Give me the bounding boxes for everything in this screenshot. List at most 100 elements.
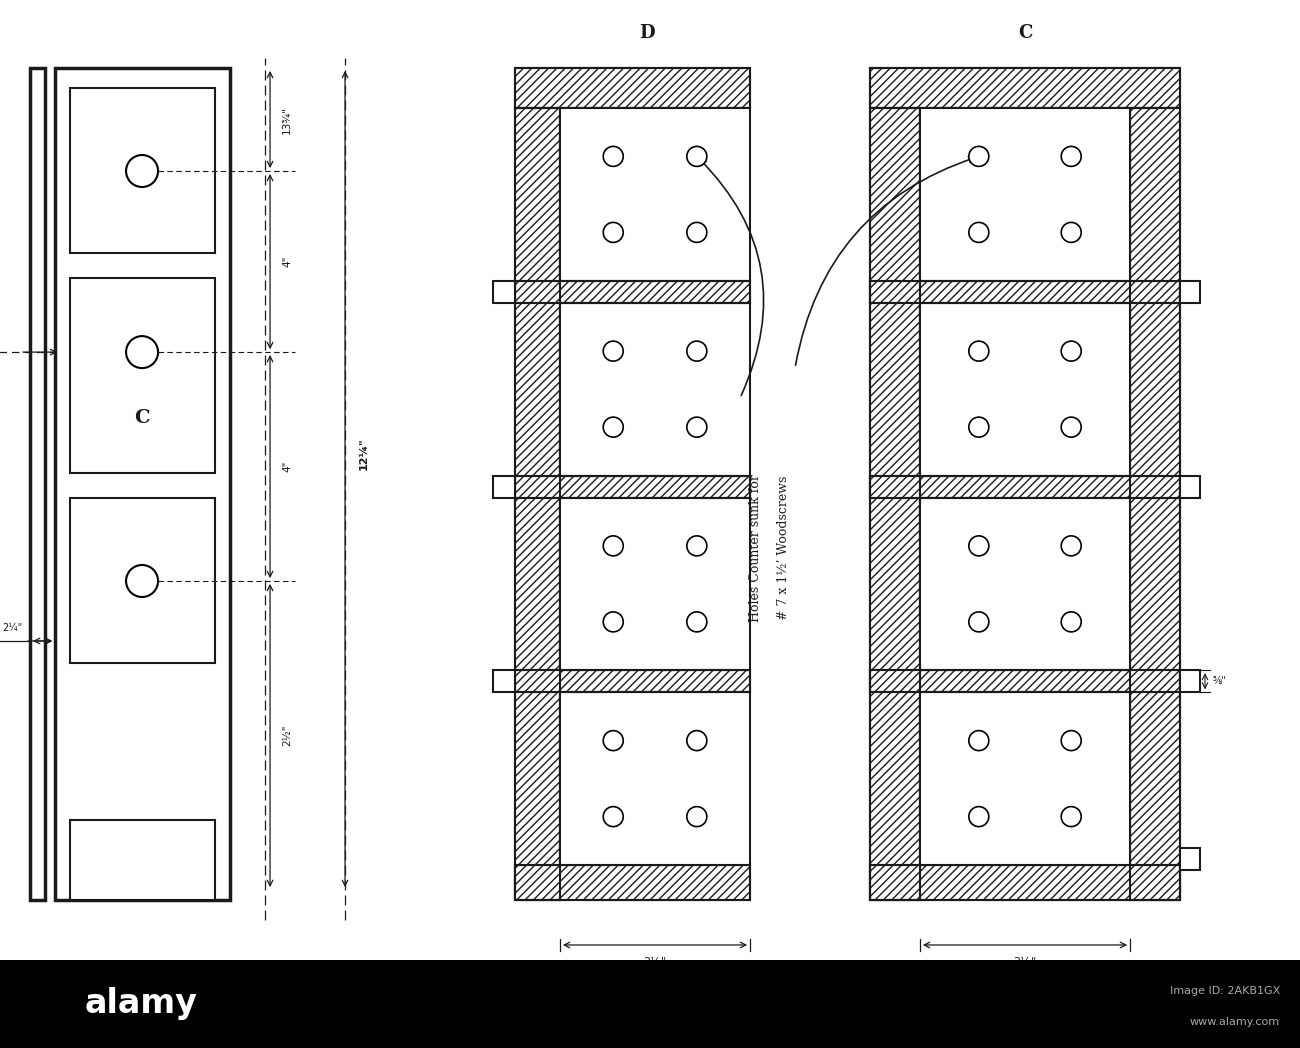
Bar xyxy=(560,303,750,476)
Circle shape xyxy=(686,536,707,555)
Bar xyxy=(1130,108,1180,900)
Bar xyxy=(515,865,750,900)
Text: 4": 4" xyxy=(282,461,293,473)
Bar xyxy=(55,68,230,900)
Text: 13¾": 13¾" xyxy=(282,106,293,133)
Text: Image ID: 2AKB1GX: Image ID: 2AKB1GX xyxy=(1170,986,1280,996)
Bar xyxy=(560,498,750,671)
Circle shape xyxy=(968,222,989,242)
Bar xyxy=(870,476,1180,498)
Circle shape xyxy=(1061,730,1082,750)
Circle shape xyxy=(968,536,989,555)
Circle shape xyxy=(686,612,707,632)
Bar xyxy=(870,281,1180,303)
Bar xyxy=(870,865,1180,900)
Text: alamy: alamy xyxy=(84,987,198,1021)
Circle shape xyxy=(603,147,623,167)
Bar xyxy=(515,281,750,303)
Bar xyxy=(870,671,1180,693)
Bar xyxy=(870,108,920,900)
Bar xyxy=(515,281,750,303)
Bar xyxy=(515,671,750,693)
Circle shape xyxy=(1061,147,1082,167)
Bar xyxy=(870,68,1180,108)
Text: 2¼": 2¼" xyxy=(1,623,22,633)
Circle shape xyxy=(603,222,623,242)
Bar xyxy=(1180,281,1200,303)
Bar xyxy=(1130,108,1180,900)
Circle shape xyxy=(1061,417,1082,437)
Circle shape xyxy=(603,612,623,632)
Bar xyxy=(515,476,750,498)
Circle shape xyxy=(1061,612,1082,632)
Bar xyxy=(870,671,1180,693)
Circle shape xyxy=(603,417,623,437)
Bar xyxy=(920,303,1130,476)
Circle shape xyxy=(686,807,707,827)
Text: 2½": 2½" xyxy=(644,957,667,967)
Text: 2½": 2½" xyxy=(282,725,293,746)
Circle shape xyxy=(968,342,989,362)
Circle shape xyxy=(1061,536,1082,555)
Bar xyxy=(560,108,750,281)
Bar xyxy=(1180,848,1200,870)
Circle shape xyxy=(968,417,989,437)
Circle shape xyxy=(603,730,623,750)
Bar xyxy=(515,68,750,108)
Bar xyxy=(70,820,214,900)
Text: www.alamy.com: www.alamy.com xyxy=(1190,1017,1280,1027)
Bar xyxy=(0,960,1300,1048)
Bar xyxy=(493,281,515,303)
Circle shape xyxy=(968,807,989,827)
Bar xyxy=(30,68,46,900)
Bar xyxy=(70,498,214,663)
Bar xyxy=(870,476,1180,498)
Circle shape xyxy=(968,730,989,750)
Text: Holes Counter sunk for: Holes Counter sunk for xyxy=(749,474,762,621)
Bar xyxy=(870,281,1180,303)
Bar xyxy=(1180,476,1200,498)
Bar xyxy=(70,88,214,253)
Bar xyxy=(515,108,560,900)
Circle shape xyxy=(126,155,159,187)
Bar xyxy=(920,498,1130,671)
Circle shape xyxy=(603,807,623,827)
Bar xyxy=(870,68,1180,108)
Bar xyxy=(515,671,750,693)
Bar xyxy=(515,108,560,900)
Circle shape xyxy=(1061,342,1082,362)
Circle shape xyxy=(968,147,989,167)
Text: C: C xyxy=(1018,24,1032,42)
Bar xyxy=(515,865,750,900)
Text: D: D xyxy=(640,24,655,42)
Text: 12¼": 12¼" xyxy=(359,438,369,471)
Circle shape xyxy=(968,612,989,632)
Bar xyxy=(70,278,214,473)
Circle shape xyxy=(126,565,159,597)
Text: C: C xyxy=(134,410,150,428)
Text: 2½": 2½" xyxy=(1014,957,1036,967)
Circle shape xyxy=(686,417,707,437)
Circle shape xyxy=(603,342,623,362)
Bar xyxy=(493,671,515,693)
Bar xyxy=(493,476,515,498)
Bar xyxy=(870,108,920,900)
Bar xyxy=(920,108,1130,281)
Circle shape xyxy=(686,730,707,750)
Bar xyxy=(1180,671,1200,693)
Circle shape xyxy=(1061,807,1082,827)
Circle shape xyxy=(686,222,707,242)
Text: 4": 4" xyxy=(282,256,293,267)
Bar xyxy=(560,693,750,865)
Circle shape xyxy=(1061,222,1082,242)
Bar xyxy=(920,693,1130,865)
Circle shape xyxy=(603,536,623,555)
Circle shape xyxy=(686,342,707,362)
Bar xyxy=(870,865,1180,900)
Text: # 7 x 1½’ Woodscrews: # 7 x 1½’ Woodscrews xyxy=(776,476,789,620)
Bar xyxy=(515,476,750,498)
Text: ⅝": ⅝" xyxy=(1213,676,1227,686)
Circle shape xyxy=(126,336,159,368)
Circle shape xyxy=(686,147,707,167)
Bar xyxy=(515,68,750,108)
